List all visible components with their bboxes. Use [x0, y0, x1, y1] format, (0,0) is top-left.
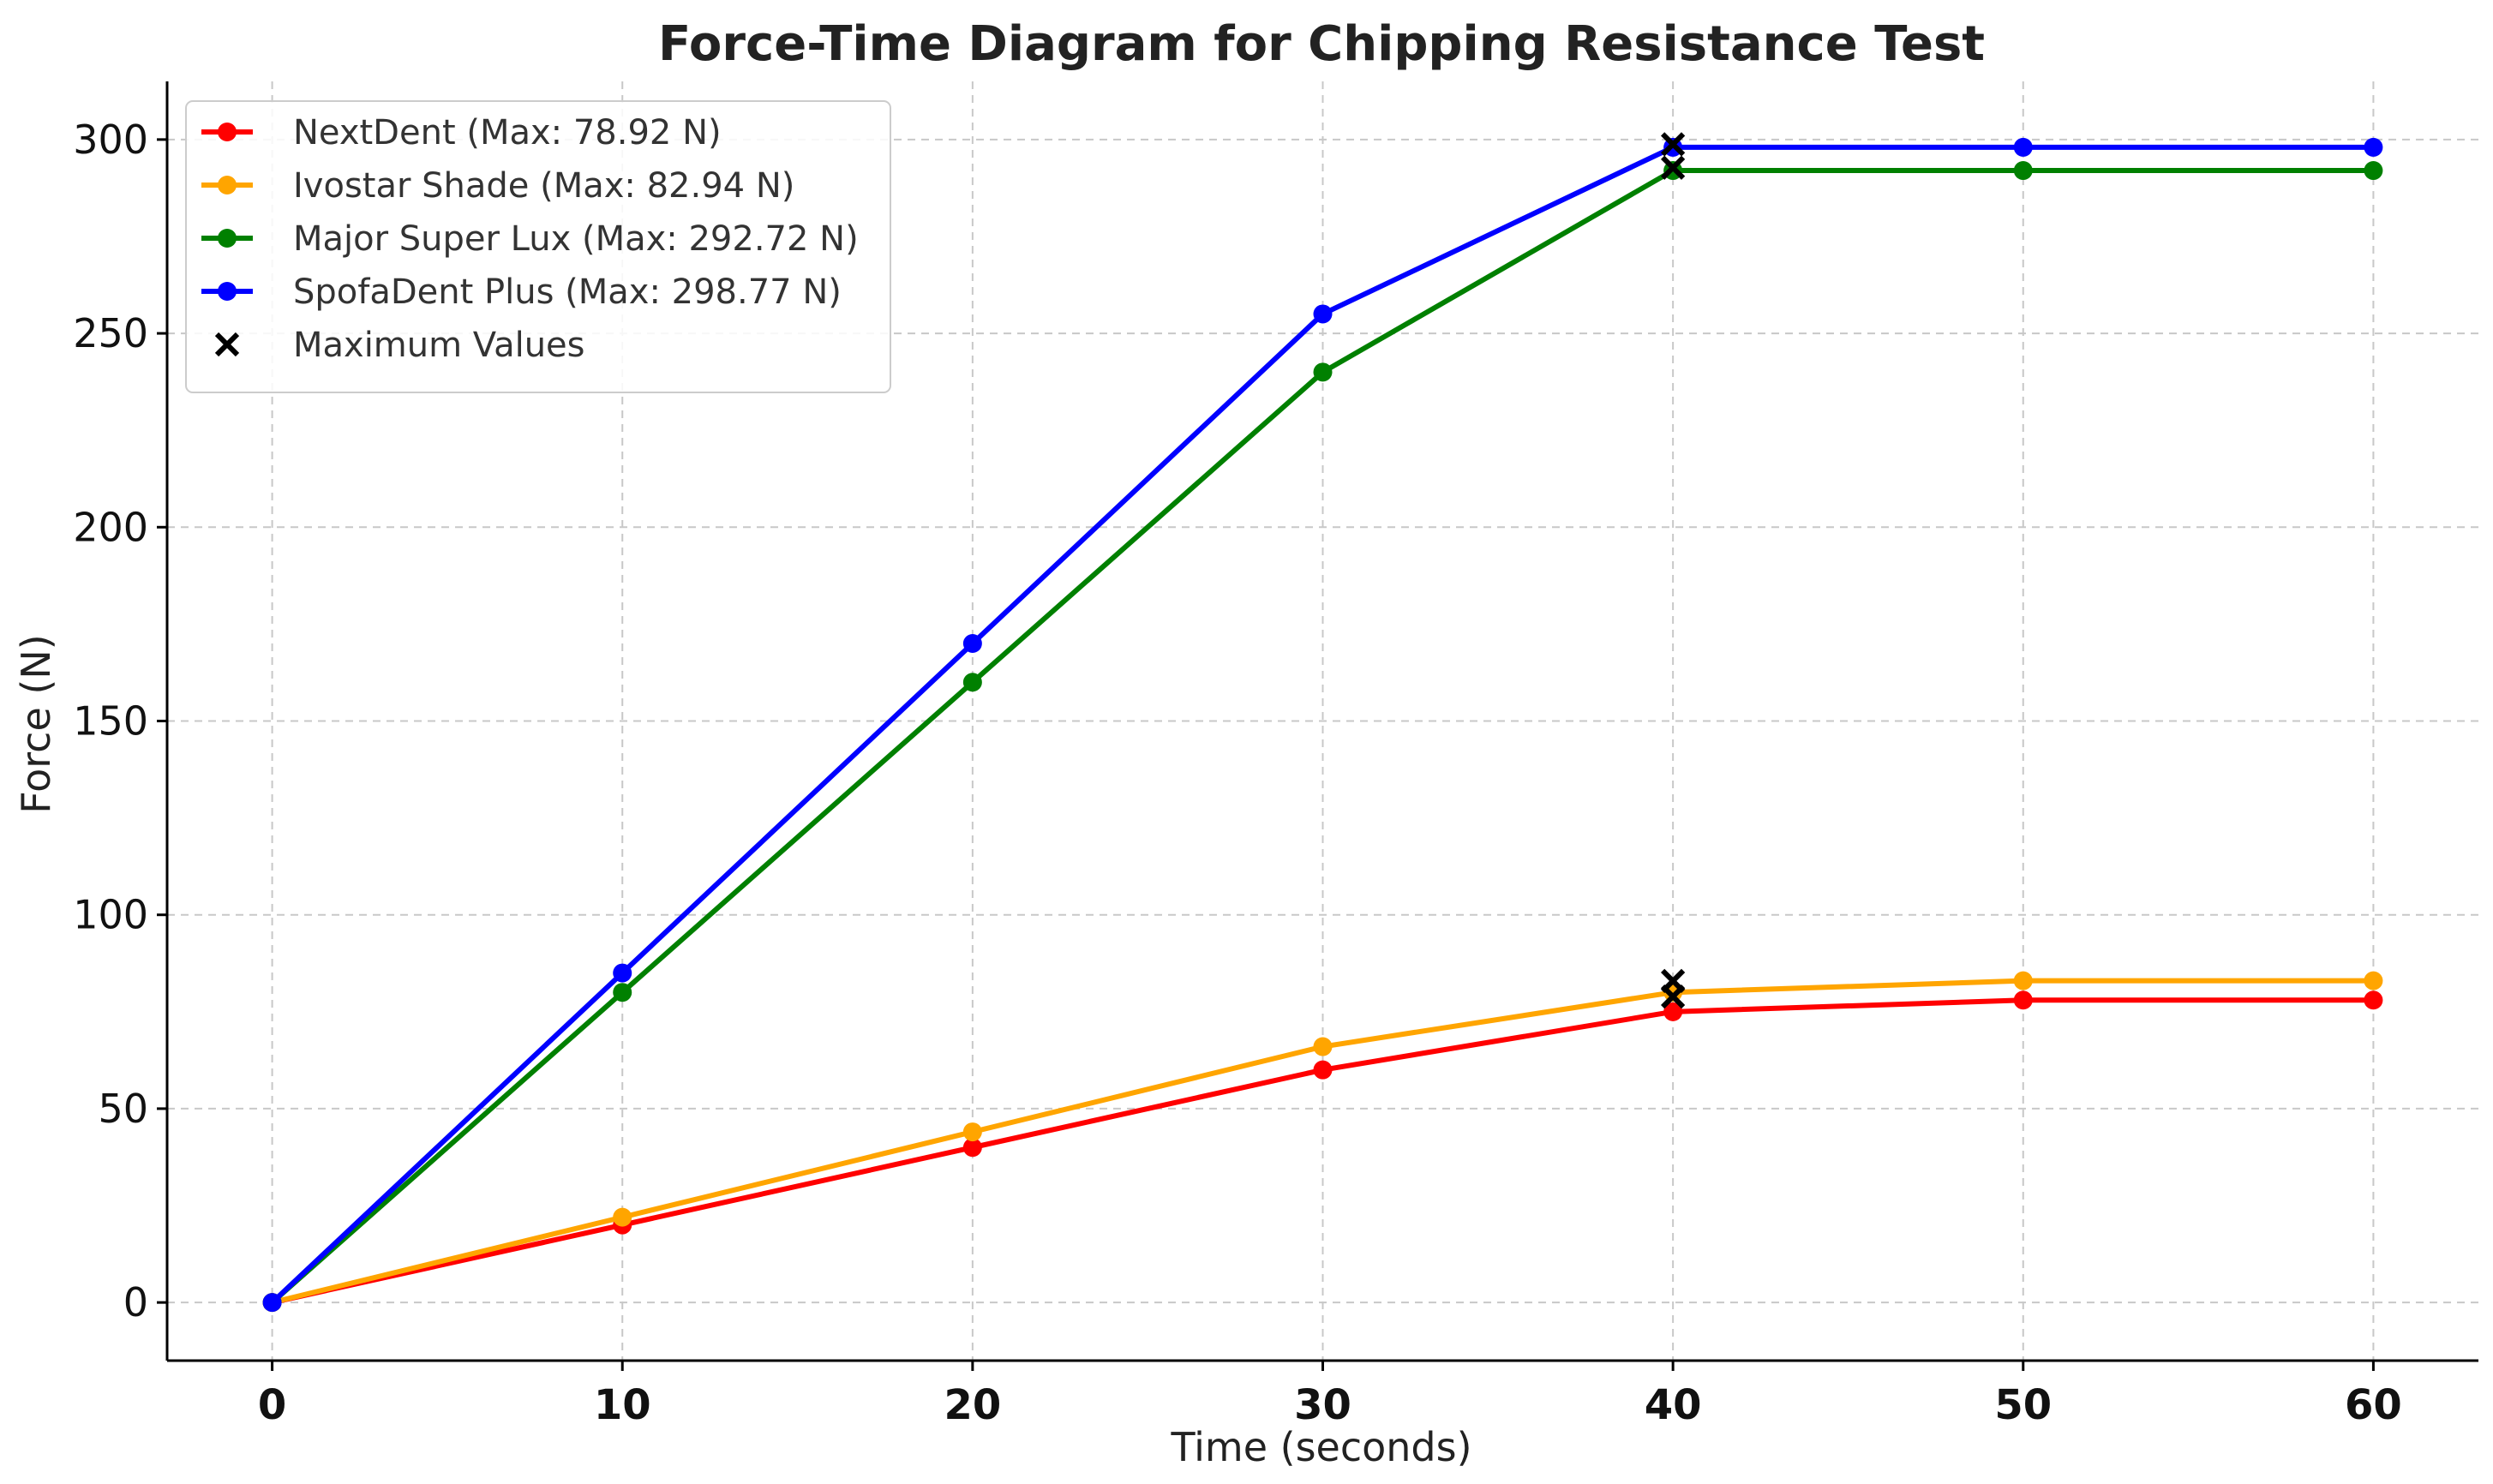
- data-point-major-super-lux-30: [1313, 362, 1333, 382]
- x-tick-label-50: 50: [1994, 1381, 2052, 1429]
- data-point-major-super-lux-10: [613, 983, 632, 1002]
- data-point-major-super-lux-50: [2013, 161, 2033, 181]
- legend-marker-spofadent-plus: [218, 282, 237, 301]
- axes-layer: 0 50 100 150 200 250 300 0 10 20 30 40 50 60: [73, 81, 2478, 1429]
- max-marker-3-stroke-b: [1661, 132, 1686, 157]
- x-tick-label-10: 10: [594, 1381, 651, 1429]
- y-tick-label-250: 250: [73, 310, 148, 356]
- data-point-nextdent-40: [1663, 1002, 1683, 1021]
- max-marker-2-stroke-b: [1661, 155, 1686, 180]
- legend-label-nextdent: NextDent (Max: 78.92 N): [293, 113, 722, 153]
- legend-marker-nextdent: [218, 123, 237, 141]
- legend-marker-ivostar-shade: [218, 176, 237, 194]
- y-tick-label-0: 0: [123, 1279, 148, 1325]
- y-tick-label-300: 300: [73, 117, 148, 163]
- y-tick-label-50: 50: [98, 1086, 148, 1132]
- y-tick-label-150: 150: [73, 698, 148, 745]
- data-point-major-super-lux-20: [962, 673, 982, 692]
- legend-label-maximum-values: Maximum Values: [293, 326, 585, 365]
- data-point-nextdent-30: [1313, 1060, 1333, 1080]
- x-tick-label-20: 20: [944, 1381, 1001, 1429]
- data-point-spofadent-plus-30: [1313, 304, 1333, 324]
- data-point-nextdent-60: [2364, 990, 2383, 1010]
- x-tick-label-30: 30: [1294, 1381, 1351, 1429]
- y-tick-label-200: 200: [73, 504, 148, 550]
- legend-marker-maximum-values: [214, 332, 240, 357]
- max-marker-3: [1661, 132, 1686, 157]
- legend: NextDent (Max: 78.92 N) Ivostar Shade (Ma…: [185, 100, 891, 393]
- data-point-ivostar-shade-60: [2364, 971, 2383, 990]
- x-tick-label-0: 0: [258, 1381, 286, 1429]
- legend-marker-maximum-values-stroke-b: [214, 332, 240, 357]
- legend-label-spofadent-plus: SpofaDent Plus (Max: 298.77 N): [293, 272, 842, 312]
- legend-marker-major-super-lux: [218, 229, 237, 248]
- data-point-spofadent-plus-10: [613, 963, 632, 983]
- x-tick-label-60: 60: [2345, 1381, 2402, 1429]
- data-point-ivostar-shade-50: [2013, 971, 2033, 990]
- series-layer: [262, 137, 2383, 1313]
- legend-label-ivostar-shade: Ivostar Shade (Max: 82.94 N): [293, 166, 794, 206]
- data-point-spofadent-plus-0: [262, 1293, 282, 1313]
- y-axis-title: Force (N): [13, 634, 59, 813]
- x-axis-title: Time (seconds): [1170, 1424, 1471, 1470]
- data-point-spofadent-plus-20: [962, 634, 982, 654]
- data-point-ivostar-shade-10: [613, 1207, 632, 1227]
- max-marker-2: [1661, 155, 1686, 180]
- data-point-spofadent-plus-60: [2364, 137, 2383, 157]
- legend-label-major-super-lux: Major Super Lux (Max: 292.72 N): [293, 219, 859, 259]
- legend-box: [185, 100, 891, 393]
- chart-title: Force-Time Diagram for Chipping Resistan…: [658, 16, 1985, 72]
- data-point-spofadent-plus-50: [2013, 137, 2033, 157]
- data-point-nextdent-50: [2013, 990, 2033, 1010]
- max-marker-1: [1661, 968, 1686, 994]
- y-tick-label-100: 100: [73, 892, 148, 938]
- data-point-ivostar-shade-20: [962, 1122, 982, 1142]
- x-tick-label-40: 40: [1645, 1381, 1702, 1429]
- data-point-major-super-lux-60: [2364, 161, 2383, 181]
- max-marker-1-stroke-b: [1661, 968, 1686, 994]
- max-marker-layer: [1661, 132, 1686, 1009]
- data-point-ivostar-shade-30: [1313, 1037, 1333, 1056]
- data-point-nextdent-20: [962, 1138, 982, 1158]
